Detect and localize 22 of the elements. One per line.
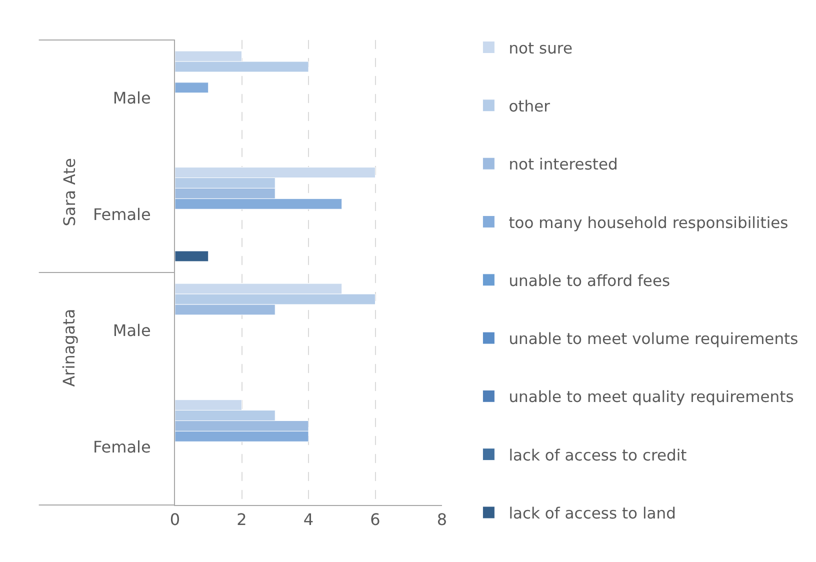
legend-label: unable to meet volume requirements — [508, 330, 798, 348]
legend-label: unable to afford fees — [508, 272, 670, 290]
bar — [175, 250, 209, 262]
x-tick-label: 2 — [236, 510, 247, 530]
y-tick-label: Male — [112, 88, 151, 108]
legend-label: unable to meet quality requirements — [508, 388, 794, 406]
legend-label: not sure — [508, 39, 572, 58]
legend-label: other — [508, 97, 551, 116]
y-tick-label: Male — [112, 321, 151, 340]
x-tick-label: 0 — [170, 510, 180, 530]
legend-label: too many household responsibilities — [508, 214, 788, 232]
text: Arinagata — [59, 308, 78, 387]
bar — [175, 82, 209, 94]
x-tick-label: 6 — [370, 510, 380, 530]
x-tick-label: 4 — [303, 510, 314, 530]
text: Sara Ate — [60, 158, 79, 226]
legend-label: not interested — [508, 156, 618, 174]
y-tick-label: Female — [92, 437, 151, 456]
y-tick-label: Female — [92, 204, 151, 224]
x-tick-label: 8 — [436, 510, 448, 530]
legend-label: lack of access to credit — [508, 446, 687, 464]
legend-label: lack of access to land — [508, 504, 676, 523]
